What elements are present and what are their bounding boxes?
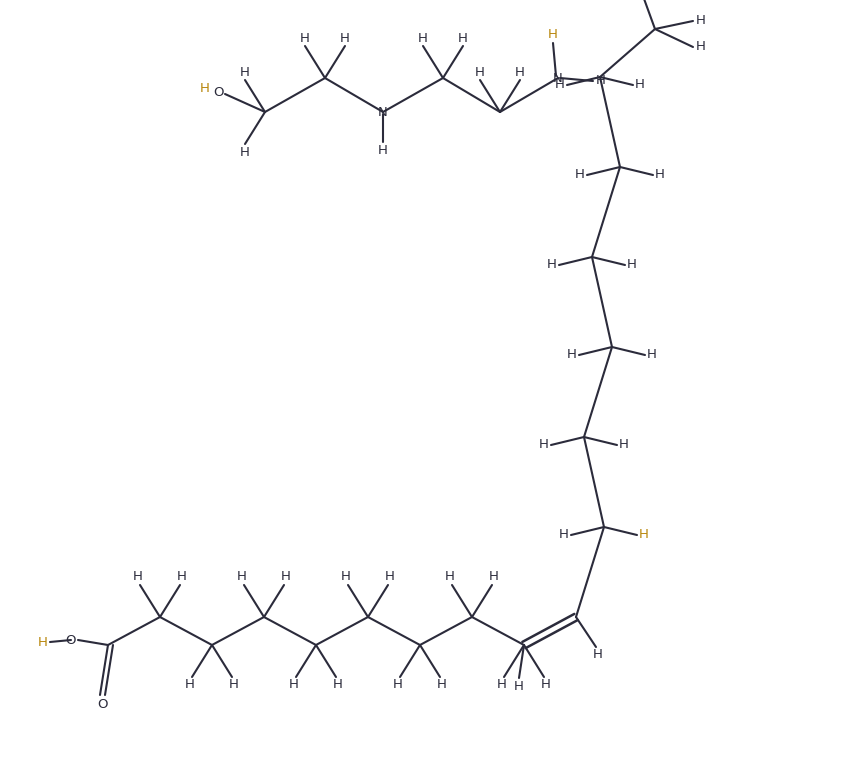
Text: H: H: [696, 40, 706, 54]
Text: H: H: [627, 258, 637, 272]
Text: H: H: [229, 678, 239, 691]
Text: H: H: [458, 32, 468, 44]
Text: H: H: [575, 168, 585, 182]
Text: H: H: [559, 528, 569, 542]
Text: H: H: [133, 570, 143, 584]
Text: N: N: [553, 71, 563, 85]
Text: O: O: [214, 85, 224, 99]
Text: H: H: [437, 678, 447, 691]
Text: H: H: [300, 32, 310, 44]
Text: H: H: [418, 32, 428, 44]
Text: H: H: [497, 678, 507, 691]
Text: H: H: [393, 678, 403, 691]
Text: O: O: [66, 633, 76, 646]
Text: H: H: [237, 570, 247, 584]
Text: H: H: [635, 78, 645, 92]
Text: H: H: [489, 570, 499, 584]
Text: O: O: [97, 698, 107, 712]
Text: H: H: [514, 680, 524, 692]
Text: H: H: [385, 570, 395, 584]
Text: H: H: [539, 438, 549, 452]
Text: H: H: [547, 258, 557, 272]
Text: H: H: [593, 649, 603, 661]
Text: H: H: [619, 438, 629, 452]
Text: H: H: [596, 74, 606, 88]
Text: H: H: [185, 678, 195, 691]
Text: H: H: [475, 65, 485, 78]
Text: H: H: [340, 32, 350, 44]
Text: H: H: [378, 144, 388, 157]
Text: H: H: [639, 528, 649, 542]
Text: N: N: [378, 106, 388, 119]
Text: H: H: [240, 65, 250, 78]
Text: H: H: [38, 636, 48, 649]
Text: H: H: [515, 65, 525, 78]
Text: H: H: [177, 570, 187, 584]
Text: H: H: [289, 678, 299, 691]
Text: H: H: [696, 15, 706, 27]
Text: H: H: [567, 348, 577, 362]
Text: H: H: [555, 78, 565, 92]
Text: H: H: [240, 146, 250, 158]
Text: H: H: [341, 570, 351, 584]
Text: H: H: [548, 29, 558, 41]
Text: H: H: [281, 570, 291, 584]
Text: H: H: [655, 168, 665, 182]
Text: H: H: [541, 678, 551, 691]
Text: H: H: [647, 348, 657, 362]
Text: H: H: [200, 81, 210, 95]
Text: H: H: [445, 570, 455, 584]
Text: H: H: [333, 678, 343, 691]
